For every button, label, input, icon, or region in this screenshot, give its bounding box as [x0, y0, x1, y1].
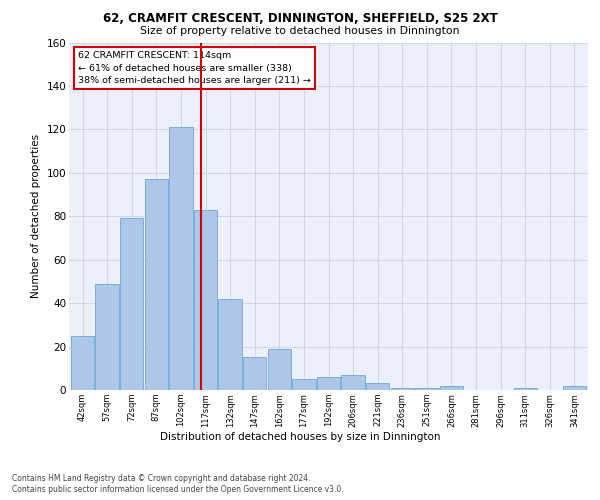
- Bar: [415, 388, 439, 390]
- Bar: [341, 375, 365, 390]
- Bar: [514, 388, 537, 390]
- Bar: [145, 180, 168, 390]
- Bar: [317, 377, 340, 390]
- Bar: [292, 379, 316, 390]
- Bar: [218, 299, 242, 390]
- Bar: [169, 127, 193, 390]
- Text: 62 CRAMFIT CRESCENT: 114sqm
← 61% of detached houses are smaller (338)
38% of se: 62 CRAMFIT CRESCENT: 114sqm ← 61% of det…: [78, 51, 311, 85]
- Text: Distribution of detached houses by size in Dinnington: Distribution of detached houses by size …: [160, 432, 440, 442]
- Bar: [120, 218, 143, 390]
- Text: 62, CRAMFIT CRESCENT, DINNINGTON, SHEFFIELD, S25 2XT: 62, CRAMFIT CRESCENT, DINNINGTON, SHEFFI…: [103, 12, 497, 26]
- Bar: [440, 386, 463, 390]
- Text: Contains public sector information licensed under the Open Government Licence v3: Contains public sector information licen…: [12, 485, 344, 494]
- Y-axis label: Number of detached properties: Number of detached properties: [31, 134, 41, 298]
- Bar: [194, 210, 217, 390]
- Text: Contains HM Land Registry data © Crown copyright and database right 2024.: Contains HM Land Registry data © Crown c…: [12, 474, 311, 483]
- Bar: [563, 386, 586, 390]
- Bar: [95, 284, 119, 390]
- Bar: [366, 384, 389, 390]
- Bar: [391, 388, 414, 390]
- Bar: [268, 348, 291, 390]
- Text: Size of property relative to detached houses in Dinnington: Size of property relative to detached ho…: [140, 26, 460, 36]
- Bar: [243, 358, 266, 390]
- Bar: [71, 336, 94, 390]
